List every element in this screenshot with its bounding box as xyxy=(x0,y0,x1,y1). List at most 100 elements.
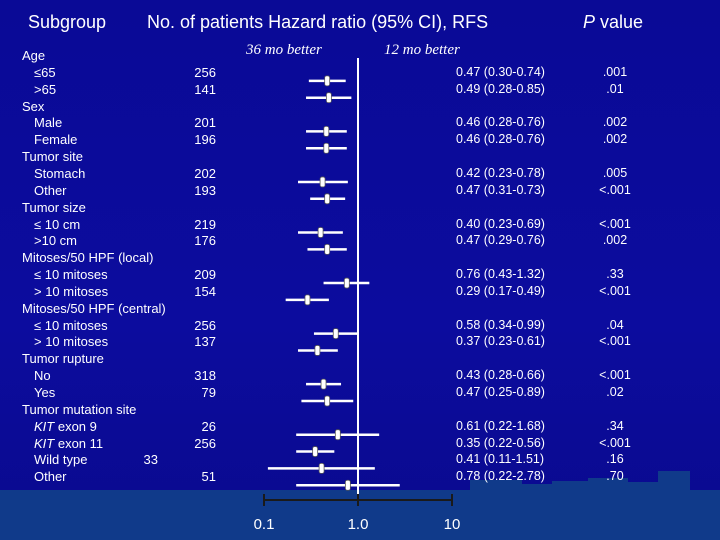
hr-marker xyxy=(323,142,330,154)
hr-marker xyxy=(312,446,319,457)
subgroup-label: ≤ 10 mitoses xyxy=(34,318,108,333)
hr-marker xyxy=(325,92,332,104)
footer-block xyxy=(628,482,658,494)
label-text: Mitoses/50 HPF (local) xyxy=(22,250,154,266)
label-text: Tumor site xyxy=(22,149,83,165)
subgroup-label: > 10 mitoses xyxy=(34,334,108,349)
footer-block xyxy=(588,478,628,494)
label-text: exon 11 xyxy=(54,435,104,451)
patients-hr-header: No. of patients Hazard ratio (95% CI), R… xyxy=(147,12,489,32)
patient-count: 318 xyxy=(194,368,216,384)
hazard-ratio-ci: 0.78 (0.22-2.78) xyxy=(456,469,545,484)
hazard-ratio-ci: 0.46 (0.28-0.76) xyxy=(456,115,545,130)
hazard-ratio-ci: 0.76 (0.43-1.32) xyxy=(456,267,545,282)
label-text: exon 9 xyxy=(54,418,97,434)
left-better-label: 36 mo better xyxy=(246,42,322,58)
p-value: <.001 xyxy=(599,216,631,231)
p-value: .002 xyxy=(602,132,628,147)
label-text: ≤ 10 mitoses xyxy=(34,267,108,283)
patient-count: 193 xyxy=(194,182,216,198)
subgroup-label: Male xyxy=(34,115,62,130)
hazard-ratio-ci: 0.47 (0.29-0.76) xyxy=(456,233,545,248)
label-text: >65 xyxy=(34,81,57,97)
group-label: Tumor site xyxy=(22,149,83,164)
hazard-ratio-ci: 0.43 (0.28-0.66) xyxy=(456,368,545,383)
group-label: Tumor mutation site xyxy=(22,402,136,417)
footer-band xyxy=(0,490,720,540)
patient-count: 202 xyxy=(194,165,216,181)
footer-block xyxy=(522,484,552,494)
subgroup-label: ≤ 10 cm xyxy=(34,217,80,232)
patient-count: 219 xyxy=(194,216,216,232)
hazard-ratio-ci: 0.58 (0.34-0.99) xyxy=(456,317,545,332)
subgroup-label: Yes xyxy=(34,385,55,400)
label-text: Tumor rupture xyxy=(22,351,104,367)
hazard-ratio-ci: 0.47 (0.25-0.89) xyxy=(456,385,545,399)
subgroup-label: Other xyxy=(34,469,67,484)
group-label: Tumor rupture xyxy=(22,351,104,366)
hazard-ratio-ci: 0.37 (0.23-0.61) xyxy=(456,334,545,349)
p-value: .34 xyxy=(606,418,624,433)
p-value: <.001 xyxy=(599,435,631,450)
pvalue-header-p: P xyxy=(583,12,596,32)
hr-marker xyxy=(314,345,321,356)
label-text: ≤ 10 cm xyxy=(34,216,81,232)
footer-block xyxy=(552,481,588,494)
subgroup-label: KIT exon 11 xyxy=(34,436,103,451)
hr-marker xyxy=(318,462,325,474)
label-text: Other xyxy=(34,182,67,198)
p-value: <.001 xyxy=(599,283,631,298)
p-value: .005 xyxy=(602,165,628,180)
hr-marker xyxy=(324,193,331,205)
label-text: Stomach xyxy=(34,165,86,181)
patient-count: 176 xyxy=(194,233,216,249)
hazard-ratio-ci: 0.41 (0.11-1.51) xyxy=(456,452,545,467)
p-value: <.001 xyxy=(599,334,631,349)
hazard-ratio-ci: 0.47 (0.31-0.73) xyxy=(456,182,545,197)
hazard-ratio-ci: 0.42 (0.23-0.78) xyxy=(456,165,545,180)
patient-count: 256 xyxy=(194,317,216,333)
hr-marker xyxy=(323,126,330,137)
patient-count: 154 xyxy=(194,283,216,299)
hr-marker xyxy=(332,328,339,340)
subgroup-label: >10 cm xyxy=(34,233,77,248)
subgroup-header: Subgroup xyxy=(28,12,107,32)
subgroup-label: ≤ 10 mitoses xyxy=(34,267,108,282)
patient-count: 256 xyxy=(194,435,216,451)
hr-marker xyxy=(324,75,331,87)
label-text: Other xyxy=(34,469,67,485)
label-text: Wild type xyxy=(34,452,88,468)
subgroup-label: ≤65 xyxy=(34,65,56,80)
subgroup-label: > 10 mitoses xyxy=(34,284,108,299)
patient-count: 137 xyxy=(194,334,216,350)
subgroup-label: Stomach xyxy=(34,166,85,181)
hr-marker xyxy=(319,176,326,188)
label-text: > 10 mitoses xyxy=(34,283,109,299)
label-text: Female xyxy=(34,132,78,148)
patient-count: 33 xyxy=(143,452,158,468)
p-value: .002 xyxy=(602,233,628,248)
label-text: ≤ 10 mitoses xyxy=(34,317,108,333)
p-value: .04 xyxy=(606,317,624,332)
label-text: Mitoses/50 HPF (central) xyxy=(22,300,166,316)
label-text: Male xyxy=(34,115,63,131)
patient-count: 201 xyxy=(194,115,216,131)
patient-count: 141 xyxy=(194,81,216,97)
footer-block xyxy=(470,480,522,494)
hazard-ratio-ci: 0.29 (0.17-0.49) xyxy=(456,283,545,298)
hazard-ratio-ci: 0.40 (0.23-0.69) xyxy=(456,216,545,231)
hr-marker xyxy=(324,243,331,255)
label-italic: KIT xyxy=(34,418,55,434)
group-label: Sex xyxy=(22,99,44,114)
p-value: .16 xyxy=(606,452,624,467)
patient-count: 196 xyxy=(194,132,216,148)
right-better-label: 12 mo better xyxy=(384,42,460,58)
subgroup-label: Other xyxy=(34,183,67,198)
patient-count: 51 xyxy=(201,469,216,485)
hr-marker xyxy=(304,294,311,306)
subgroup-label: >65 xyxy=(34,82,56,97)
subgroup-label: Wild type xyxy=(34,452,87,467)
patient-count: 209 xyxy=(194,267,216,283)
footer-block xyxy=(658,471,690,494)
